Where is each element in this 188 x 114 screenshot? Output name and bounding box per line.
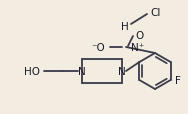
Text: F: F <box>175 75 180 85</box>
Text: N: N <box>78 66 86 76</box>
Text: O: O <box>135 31 143 41</box>
Text: H: H <box>121 22 129 32</box>
Text: ⁻O: ⁻O <box>91 43 105 53</box>
Text: N: N <box>118 66 126 76</box>
Text: Cl: Cl <box>150 8 160 18</box>
Text: N⁺: N⁺ <box>131 43 144 53</box>
Text: HO: HO <box>24 66 40 76</box>
